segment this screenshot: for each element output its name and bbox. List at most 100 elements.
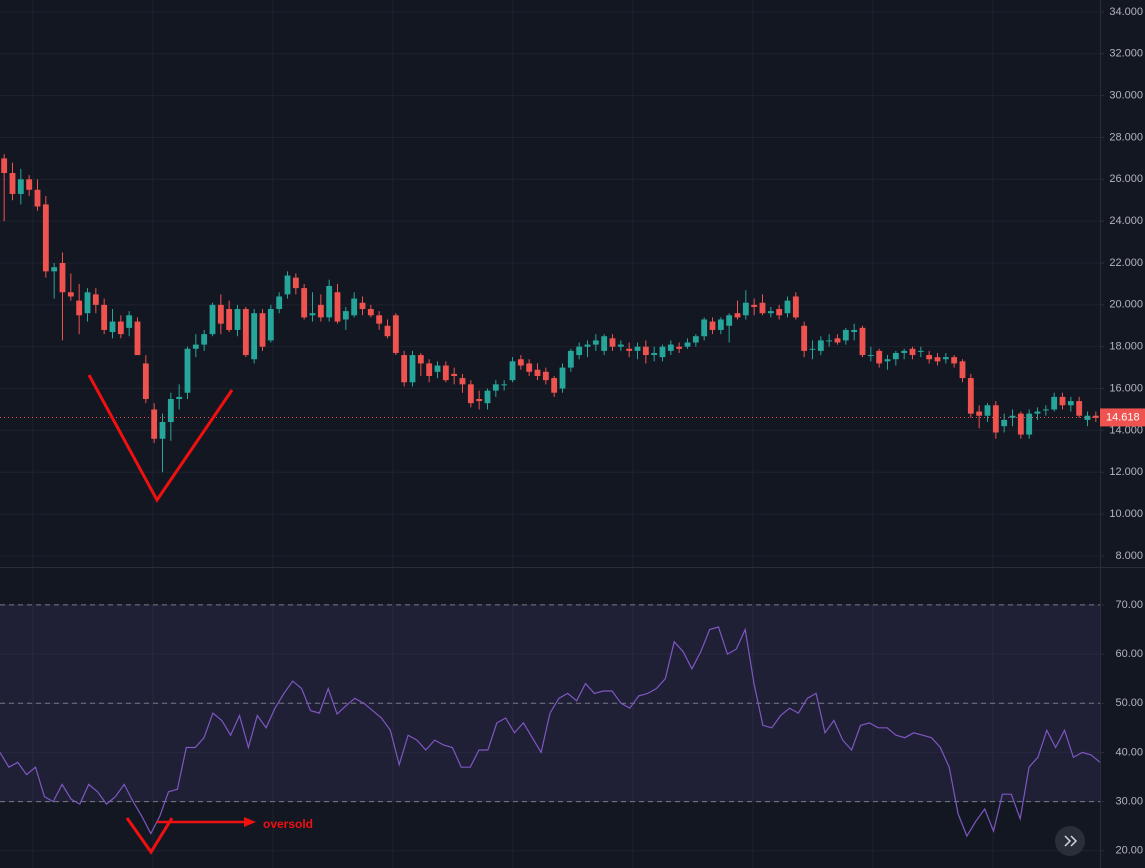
y-tick-label: 34.000 (1109, 6, 1143, 18)
candle-body (217, 304, 224, 324)
candle-body (751, 304, 758, 307)
candle-body (876, 350, 883, 364)
candle-body (76, 300, 83, 316)
candle-body (309, 313, 316, 316)
y-tick-label: 50.00 (1115, 697, 1143, 709)
candle-body (26, 179, 33, 190)
candle-body (417, 355, 424, 364)
y-tick-label: 30.00 (1115, 796, 1143, 808)
candle-body (1067, 401, 1074, 406)
candle-body (842, 329, 849, 341)
candle-body (576, 346, 583, 356)
y-tick-label: 30.000 (1109, 90, 1143, 102)
candle-body (1, 158, 8, 174)
layers (0, 0, 1101, 868)
candle-body (51, 267, 58, 272)
candle-body (359, 302, 366, 310)
y-tick-label: 18.000 (1109, 341, 1143, 353)
y-tick-label: 10.000 (1109, 508, 1143, 520)
candle-body (734, 313, 741, 318)
candle-body (726, 315, 733, 326)
y-tick-label: 26.000 (1109, 173, 1143, 185)
candle-body (234, 309, 241, 330)
candle-body (526, 363, 533, 372)
candle-body (101, 304, 108, 330)
candle-body (1051, 396, 1058, 410)
candle-body (542, 371, 549, 381)
candle-body (476, 398, 483, 402)
candle-body (792, 296, 799, 318)
candle-body (67, 292, 74, 297)
candle-body (142, 363, 149, 399)
candle-body (634, 346, 641, 351)
candle-body (484, 390, 491, 404)
candle-body (851, 329, 858, 333)
y-tick-label: 40.00 (1115, 746, 1143, 758)
last-price-label: 14.618 (1106, 411, 1140, 423)
candle-body (1084, 415, 1091, 420)
candle-body (376, 315, 383, 324)
y-tick-label: 32.000 (1109, 48, 1143, 60)
candle-body (492, 384, 499, 391)
candle-body (884, 359, 891, 362)
candle-body (501, 384, 508, 386)
candle-body (617, 344, 624, 347)
candle-body (434, 365, 441, 372)
candle-body (659, 346, 666, 358)
candle-body (651, 352, 658, 356)
candle-body (459, 378, 466, 385)
annotation-text: oversold (263, 817, 313, 831)
candle-body (834, 338, 841, 343)
candle-body (1017, 413, 1024, 435)
candle-body (509, 361, 516, 381)
candle-body (676, 346, 683, 349)
candle-body (259, 313, 266, 347)
candle-body (559, 367, 566, 389)
y-tick-label: 14.000 (1109, 424, 1143, 436)
candle-body (801, 325, 808, 351)
candle-body (1001, 419, 1008, 427)
candle-body (126, 315, 133, 328)
candle-body (92, 294, 99, 305)
candle-body (767, 311, 774, 314)
candle-body (1059, 396, 1066, 406)
candle-body (934, 357, 941, 362)
candle-body (951, 357, 958, 364)
candle-body (192, 344, 199, 349)
candle-body (826, 340, 833, 342)
v-annotation-rsi (125, 817, 174, 855)
candle-body (667, 344, 674, 351)
y-tick-label: 16.000 (1109, 382, 1143, 394)
candle-body (451, 373, 458, 376)
y-tick-label: 22.000 (1109, 257, 1143, 269)
v-annotation (87, 374, 234, 503)
candle-body (709, 321, 716, 330)
candle-body (992, 405, 999, 433)
candle-body (984, 405, 991, 416)
candle-body (692, 336, 699, 343)
candle-body (367, 309, 374, 316)
candle-body (284, 275, 291, 295)
candle-body (684, 342, 691, 347)
candle-body (109, 321, 116, 333)
candle-body (251, 313, 258, 360)
candle-body (601, 336, 608, 351)
candle-body (351, 298, 358, 316)
candle-body (642, 346, 649, 356)
candle-body (784, 300, 791, 314)
candle-body (267, 309, 274, 341)
y-tick-label: 70.00 (1115, 599, 1143, 611)
candle-body (1042, 409, 1049, 411)
candle-body (151, 409, 158, 439)
candle-body (909, 348, 916, 356)
y-tick-label: 24.000 (1109, 215, 1143, 227)
candle-body (859, 327, 866, 356)
candle-body (976, 411, 983, 416)
candle-body (917, 350, 924, 352)
candle-body (584, 344, 591, 347)
candle-body (409, 355, 416, 383)
arrow-head (244, 817, 256, 827)
candle-body (1026, 413, 1033, 435)
candle-body (9, 173, 16, 194)
